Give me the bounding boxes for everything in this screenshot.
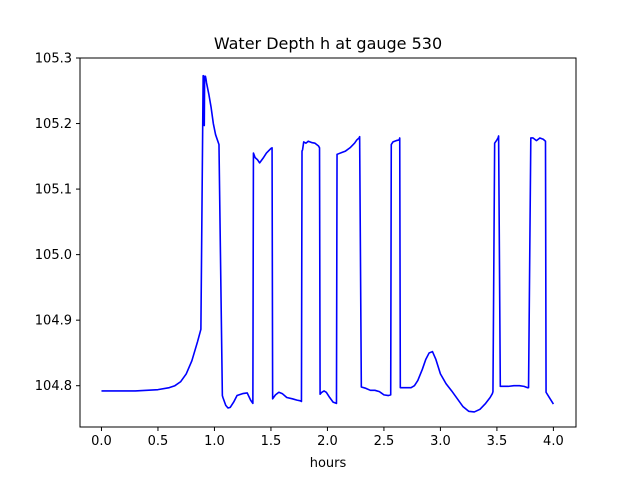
x-tick-label: 1.0 (204, 434, 225, 449)
plot-area (101, 74, 555, 413)
x-axis: 0.0 0.5 1.0 1.5 2.0 2.5 3.0 3.5 4.0 (91, 427, 564, 449)
x-tick-label: 0.5 (148, 434, 169, 449)
x-axis-label: hours (310, 456, 347, 471)
x-tick-label: 0.0 (91, 434, 112, 449)
y-tick-label: 104.9 (35, 314, 72, 329)
x-tick-label: 2.5 (374, 434, 395, 449)
x-tick-label: 1.5 (261, 434, 282, 449)
plot-frame (79, 57, 577, 428)
x-tick-label: 3.5 (487, 434, 508, 449)
x-tick-label: 4.0 (543, 434, 564, 449)
y-tick-label: 105.1 (35, 183, 72, 198)
x-tick-label: 3.0 (430, 434, 451, 449)
series-line-0 (101, 74, 555, 413)
y-axis: 104.8 104.9 105.0 105.1 105.2 105.3 (35, 52, 80, 394)
y-tick-label: 105.0 (35, 248, 72, 263)
y-tick-label: 105.3 (35, 52, 72, 67)
chart-title: Water Depth h at gauge 530 (214, 34, 442, 53)
y-tick-label: 104.8 (35, 379, 72, 394)
y-tick-label: 105.2 (35, 117, 72, 132)
x-tick-label: 2.0 (317, 434, 338, 449)
